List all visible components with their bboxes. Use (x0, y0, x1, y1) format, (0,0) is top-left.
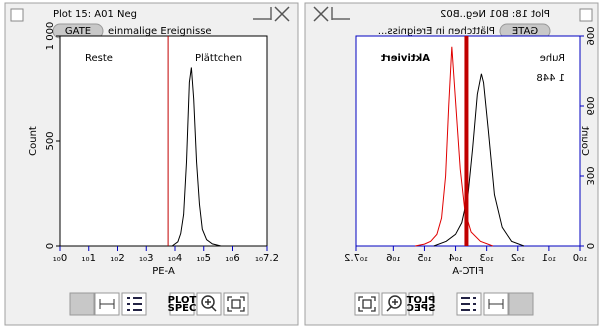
range-icon (99, 299, 115, 309)
x-tick-label: ₁₀6 (386, 253, 400, 264)
y-tick-label: 500 (45, 131, 56, 150)
minimize-icon[interactable] (331, 7, 350, 20)
x-tick-label: ₁₀7.2 (255, 253, 279, 264)
list-icon (127, 297, 142, 311)
plot-spec-button[interactable] (169, 292, 195, 316)
plot-area (59, 35, 268, 247)
zoom-lens (388, 295, 402, 309)
panel: Plot 15: A01 Neg GATE einmalige Ereignisse… (4, 2, 299, 326)
close-icon[interactable] (313, 6, 329, 22)
y-axis-title: Count (28, 126, 39, 156)
x-tick-label: ₁₀3 (479, 253, 493, 264)
x-tick-label: ₁₀4 (448, 253, 462, 264)
x-tick-label: ₁₀1 (82, 253, 96, 264)
view-button[interactable] (69, 292, 95, 316)
y-tick-label: 300 (584, 166, 595, 185)
plot-spec-label: SPEC (407, 303, 436, 314)
zoom-lens (201, 295, 215, 309)
panel: Plot 18: B01 Neg..B02 GATE Plättchen in Er… (304, 2, 599, 326)
fit-icon (227, 296, 245, 312)
view-button[interactable] (508, 292, 534, 316)
x-tick-label: ₁₀5 (197, 253, 211, 264)
gate-label: GATE (512, 26, 538, 37)
plot-spec-label: PLOT (168, 295, 197, 306)
y-tick-label: 1 000 (45, 22, 56, 51)
fit-button[interactable] (223, 292, 249, 316)
x-tick-label: ₁₀6 (225, 253, 239, 264)
gate-label: GATE (65, 26, 91, 37)
y-tick-label: 600 (584, 96, 595, 115)
fit-icon (358, 296, 376, 312)
histogram-curve (415, 46, 494, 247)
list-icon (461, 297, 476, 311)
select-checkbox[interactable] (10, 8, 24, 22)
x-tick-label: ₁₀0 (53, 253, 67, 264)
x-tick-label: ₁₀5 (417, 253, 431, 264)
range-icon (488, 299, 504, 309)
x-tick-label: ₁₀1 (542, 253, 556, 264)
region-label: 1 448 (536, 73, 565, 84)
close-icon[interactable] (274, 6, 290, 22)
region-label: Ruhe (540, 53, 565, 64)
plot-title: Plot 15: A01 Neg (53, 9, 137, 20)
histogram-curve (171, 67, 222, 247)
gate-name: Plättchen in Ereigniss... (378, 26, 495, 37)
y-axis-title: Count (579, 126, 590, 156)
fit-button[interactable] (354, 292, 380, 316)
minimize-icon[interactable] (253, 7, 272, 20)
histogram-curve (433, 73, 525, 247)
y-tick-label: 0 (584, 243, 595, 249)
x-tick-label: ₁₀2 (511, 253, 525, 264)
x-tick-label: ₁₀7.2 (344, 253, 368, 264)
select-checkbox[interactable] (579, 8, 593, 22)
y-tick-label: 0 (45, 243, 56, 249)
region-label: Aktiviert (381, 53, 430, 64)
plot-spec-button[interactable] (408, 292, 434, 316)
plot-spec-label: SPEC (168, 303, 197, 314)
x-tick-label: ₁₀2 (110, 253, 124, 264)
plot-title: Plot 18: B01 Neg..B02 (440, 9, 550, 20)
region-label: Reste (85, 53, 113, 64)
gate-name: einmalige Ereignisse (108, 26, 212, 37)
x-tick-label: ₁₀4 (168, 253, 182, 264)
x-axis-title: PE-A (152, 266, 175, 277)
x-axis-title: FITC-A (452, 266, 484, 277)
region-label: Plättchen (195, 53, 242, 64)
x-tick-label: ₁₀0 (573, 253, 587, 264)
plot-spec-label: PLOT (406, 295, 435, 306)
x-tick-label: ₁₀3 (139, 253, 153, 264)
y-tick-label: 900 (584, 26, 595, 45)
